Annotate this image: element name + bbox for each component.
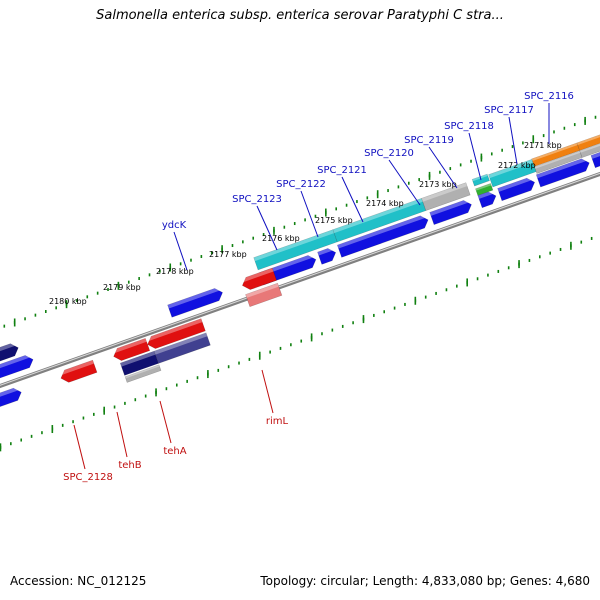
kbp-label: 2175 kbp [315,216,353,225]
gene-leader-line [468,132,482,181]
gene-leader-line [256,205,278,251]
gene-leader-line [388,159,421,206]
tick-row-reverse [0,236,593,452]
gene-leader-line [73,424,86,470]
kbp-label: 2173 kbp [419,180,457,189]
accession-text: Accession: NC_012125 [10,574,147,588]
kbp-label: 2179 kbp [103,283,141,292]
pseudo-feature [421,182,471,211]
cds-forward [0,386,22,409]
genome-backbone-highlight [0,172,600,386]
cds-reverse [58,359,98,383]
gene-label: tehA [163,446,186,457]
gene-label: SPC_2118 [444,121,494,132]
kbp-label: 2180 kbp [49,297,87,306]
gene-leader-line [159,400,172,444]
pseudo-feature [579,142,600,158]
genome-stats-text: Topology: circular; Length: 4,833,080 bp… [260,574,590,588]
gene-label: SPC_2123 [232,194,282,205]
kbp-label: 2177 kbp [209,250,247,259]
map-title: Salmonella enterica subsp. enterica sero… [96,8,504,23]
gene-label: tehB [118,460,141,471]
gene-leader-line [116,411,128,458]
cds-forward-dark [0,341,19,368]
cds-forward [590,146,600,169]
genome-backbone [0,171,600,389]
tick-row-forward [3,115,597,328]
gene-leader-line [341,176,364,223]
gene-label: SPC_2119 [404,135,454,146]
cds-reverse [240,267,277,290]
cds-forward [317,246,337,265]
cds-forward [535,156,590,188]
gene-label: SPC_2121 [317,165,367,176]
gene-leader-line [300,190,319,238]
cds-reverse [145,318,206,349]
gene-label: ydcK [162,220,187,231]
gene-label: rimL [266,416,289,427]
cds-forward [337,213,429,258]
cds-forward [0,353,34,383]
gene-leader-line [508,116,518,165]
cds-reverse-light [245,282,283,308]
kbp-label: 2174 kbp [366,199,404,208]
gene-label: SPC_2116 [524,91,574,102]
kbp-label: 2176 kbp [262,234,300,243]
cds-forward [429,198,472,225]
cds-reverse-dark [153,332,211,364]
cds-forward [167,286,223,318]
gene-label: SPC_2117 [484,105,534,116]
gene-leader-line [428,146,458,189]
kbp-label: 2172 kbp [498,161,536,170]
rna-feature [471,173,490,187]
cds-forward [497,176,535,202]
gene-label: SPC_2122 [276,179,326,190]
pseudo-feature [124,364,162,383]
cds-reverse [111,338,151,361]
misc-feature [576,134,600,151]
gene-leader-line [261,369,274,414]
gene-leader-line [173,231,188,271]
kbp-label: 2178 kbp [156,267,194,276]
gene-label: SPC_2128 [63,472,113,483]
kbp-label: 2171 kbp [524,141,562,150]
misc-feature [475,183,494,196]
gene-label: SPC_2120 [364,148,414,159]
